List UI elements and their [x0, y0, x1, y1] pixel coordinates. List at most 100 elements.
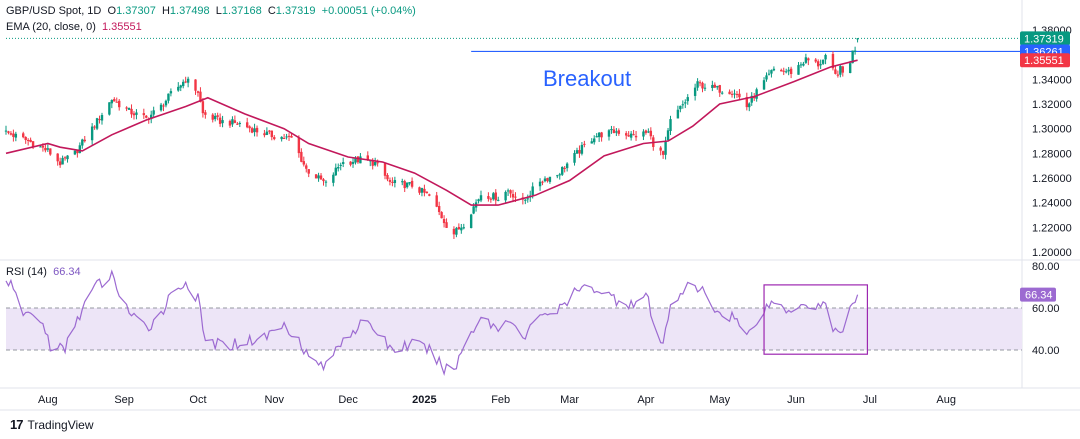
candle-body[interactable] — [627, 135, 630, 137]
candle-body[interactable] — [607, 130, 611, 137]
candle-body[interactable] — [199, 91, 202, 102]
candle-body[interactable] — [565, 163, 569, 169]
candle-body[interactable] — [762, 80, 766, 90]
candle-body[interactable] — [799, 64, 803, 66]
candle-body[interactable] — [22, 133, 25, 138]
candle-body[interactable] — [245, 122, 249, 128]
candle-body[interactable] — [349, 161, 352, 165]
candle-body[interactable] — [135, 112, 138, 115]
candle-body[interactable] — [457, 226, 461, 230]
candle-body[interactable] — [14, 133, 18, 138]
candle-body[interactable] — [469, 214, 473, 228]
candle-body[interactable] — [179, 85, 182, 88]
candle-body[interactable] — [600, 132, 603, 138]
candle-body[interactable] — [814, 59, 817, 62]
candle-body[interactable] — [634, 135, 638, 138]
candle-body[interactable] — [504, 191, 507, 201]
candle-body[interactable] — [182, 81, 185, 87]
candle-body[interactable] — [578, 150, 581, 154]
candle-body[interactable] — [524, 199, 527, 201]
candle-body[interactable] — [489, 198, 493, 200]
candle-body[interactable] — [324, 181, 328, 183]
candle-body[interactable] — [807, 58, 810, 61]
candle-body[interactable] — [93, 126, 96, 128]
candle-body[interactable] — [403, 181, 406, 189]
candle-body[interactable] — [125, 107, 128, 109]
candle-body[interactable] — [56, 153, 59, 162]
candle-body[interactable] — [804, 57, 808, 63]
candle-body[interactable] — [681, 104, 685, 106]
candle-body[interactable] — [177, 86, 180, 91]
candle-body[interactable] — [851, 50, 854, 64]
candle-body[interactable] — [393, 180, 397, 184]
candle-body[interactable] — [735, 94, 739, 96]
candle-body[interactable] — [848, 63, 852, 73]
candle-body[interactable] — [541, 181, 544, 183]
candle-body[interactable] — [341, 162, 345, 164]
candle-body[interactable] — [236, 123, 239, 125]
candle-body[interactable] — [391, 181, 394, 183]
candle-body[interactable] — [497, 199, 500, 201]
candle-body[interactable] — [428, 194, 431, 196]
candle-body[interactable] — [12, 133, 15, 137]
candle-body[interactable] — [789, 68, 793, 74]
candle-body[interactable] — [41, 145, 45, 148]
candle-body[interactable] — [834, 69, 837, 74]
candle-body[interactable] — [460, 227, 463, 231]
candle-body[interactable] — [26, 140, 30, 142]
candle-body[interactable] — [169, 91, 173, 94]
candle-body[interactable] — [718, 85, 721, 93]
rsi-line[interactable] — [5, 269, 859, 377]
candle-body[interactable] — [647, 131, 650, 133]
candle-body[interactable] — [425, 191, 429, 194]
candle-body[interactable] — [184, 81, 187, 83]
candle-body[interactable] — [676, 109, 680, 119]
candle-body[interactable] — [669, 119, 672, 132]
candle-body[interactable] — [750, 95, 753, 103]
candle-body[interactable] — [113, 99, 116, 102]
candle-body[interactable] — [610, 129, 613, 131]
candle-body[interactable] — [462, 227, 465, 229]
candle-body[interactable] — [477, 199, 480, 202]
candle-body[interactable] — [824, 54, 827, 60]
candle-body[interactable] — [339, 164, 342, 166]
candle-body[interactable] — [95, 118, 99, 129]
candle-body[interactable] — [856, 38, 859, 40]
candle-body[interactable] — [595, 136, 598, 138]
candle-body[interactable] — [455, 228, 458, 235]
candle-body[interactable] — [351, 161, 355, 164]
candle-body[interactable] — [376, 162, 379, 164]
candle-body[interactable] — [231, 119, 234, 125]
candle-body[interactable] — [782, 70, 785, 72]
candle-body[interactable] — [693, 87, 697, 96]
candle-body[interactable] — [83, 139, 86, 142]
candle-body[interactable] — [644, 130, 648, 133]
candle-body[interactable] — [410, 180, 414, 187]
candle-body[interactable] — [666, 130, 670, 141]
candle-body[interactable] — [765, 75, 768, 80]
candle-body[interactable] — [642, 131, 645, 137]
candle-body[interactable] — [629, 133, 633, 138]
candle-body[interactable] — [583, 143, 586, 145]
candle-body[interactable] — [356, 156, 360, 163]
candle-body[interactable] — [31, 141, 35, 148]
candle-body[interactable] — [253, 128, 256, 133]
rsi-highlight-box[interactable] — [763, 284, 869, 355]
candle-body[interactable] — [39, 146, 42, 148]
candle-body[interactable] — [563, 167, 566, 169]
candle-body[interactable] — [752, 96, 756, 99]
candle-body[interactable] — [590, 141, 593, 144]
candle-body[interactable] — [196, 91, 200, 93]
candle-body[interactable] — [9, 133, 13, 135]
candle-body[interactable] — [526, 198, 529, 200]
candle-body[interactable] — [76, 149, 79, 154]
candle-body[interactable] — [285, 136, 288, 138]
candle-body[interactable] — [420, 188, 424, 193]
candle-body[interactable] — [250, 128, 254, 133]
candle-body[interactable] — [543, 178, 547, 182]
candle-body[interactable] — [625, 133, 628, 136]
candle-body[interactable] — [386, 175, 389, 180]
candle-body[interactable] — [698, 82, 702, 84]
candle-body[interactable] — [300, 151, 303, 162]
